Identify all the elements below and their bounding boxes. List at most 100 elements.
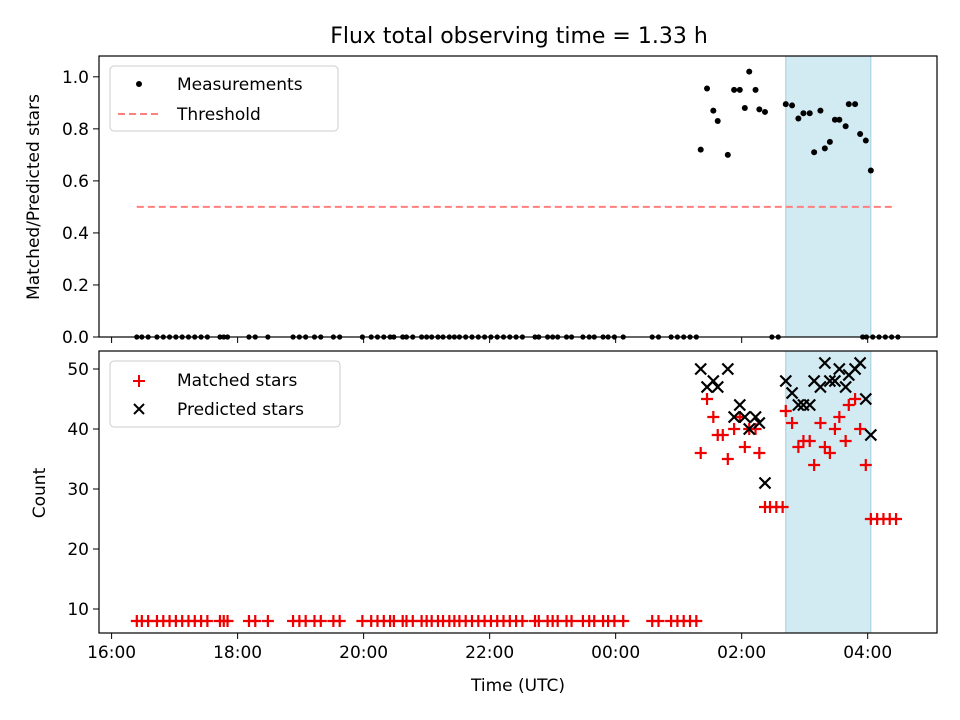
measurement-point bbox=[795, 115, 802, 122]
predicted-star-point bbox=[828, 374, 842, 388]
x-tick-label: 16:00 bbox=[87, 643, 136, 663]
legend-matched-label: Matched stars bbox=[177, 371, 297, 391]
predicted-star-point bbox=[792, 398, 805, 412]
bottom-y-tick-label: 40 bbox=[67, 420, 89, 440]
matched-star-point bbox=[842, 399, 855, 411]
matched-star-point bbox=[694, 447, 707, 459]
matched-star-point bbox=[565, 615, 578, 627]
measurement-point bbox=[741, 105, 748, 112]
top-y-tick-label: 0.6 bbox=[62, 172, 89, 192]
measurement-point bbox=[857, 131, 864, 138]
predicted-star-point bbox=[758, 476, 772, 490]
matched-star-point bbox=[652, 615, 665, 627]
predicted-star-point bbox=[721, 362, 735, 376]
measurement-point bbox=[831, 116, 838, 123]
matched-star-point bbox=[803, 435, 816, 447]
measurement-point bbox=[752, 86, 759, 93]
matched-star-point bbox=[221, 615, 234, 627]
top-y-axis-label: Matched/Predicted stars bbox=[24, 94, 44, 300]
predicted-star-point bbox=[738, 410, 752, 424]
top-y-tick-label: 0.0 bbox=[62, 328, 89, 348]
measurement-point bbox=[800, 110, 807, 117]
matched-star-point bbox=[823, 447, 836, 459]
measurement-point bbox=[836, 116, 843, 123]
matched-star-point bbox=[808, 459, 821, 471]
matched-star-point bbox=[839, 435, 852, 447]
bottom-plot-frame bbox=[98, 350, 938, 634]
bottom-y-tick-label: 20 bbox=[67, 540, 89, 560]
matched-star-point bbox=[716, 429, 729, 441]
predicted-star-point bbox=[742, 422, 756, 436]
measurement-point bbox=[862, 137, 869, 144]
matched-star-point bbox=[814, 417, 827, 429]
matched-star-point bbox=[516, 615, 529, 627]
predicted-star-point bbox=[779, 374, 793, 388]
top-plot-frame bbox=[98, 55, 938, 338]
measurement-point bbox=[821, 145, 828, 152]
measurement-point bbox=[867, 167, 874, 174]
measurement-point bbox=[806, 110, 813, 117]
measurement-point bbox=[724, 151, 731, 158]
predicted-star-point bbox=[727, 410, 741, 424]
bottom-y-tick-label: 10 bbox=[67, 600, 89, 620]
matched-star-point bbox=[849, 393, 862, 405]
bottom-highlight-band bbox=[785, 350, 872, 634]
predicted-star-point bbox=[818, 356, 832, 370]
matched-star-point bbox=[314, 615, 327, 627]
matched-star-point bbox=[828, 423, 841, 435]
matched-star-point bbox=[833, 411, 846, 423]
predicted-star-point bbox=[753, 416, 766, 430]
matched-star-point bbox=[738, 441, 751, 453]
matched-star-point bbox=[753, 447, 766, 459]
predicted-star-point bbox=[853, 356, 867, 370]
measurement-point bbox=[817, 107, 824, 114]
bottom-y-tick-label: 30 bbox=[67, 480, 89, 500]
predicted-star-point bbox=[711, 380, 725, 394]
chart-title: Flux total observing time = 1.33 h bbox=[330, 24, 708, 49]
matched-star-point bbox=[721, 453, 734, 465]
x-tick-label: 02:00 bbox=[717, 643, 766, 663]
x-tick-label: 04:00 bbox=[843, 643, 892, 663]
x-tick-label: 20:00 bbox=[339, 643, 388, 663]
legend-predicted-marker bbox=[133, 403, 145, 415]
matched-star-point bbox=[261, 615, 274, 627]
matched-star-point bbox=[701, 393, 714, 405]
predicted-star-point bbox=[859, 392, 873, 406]
top-y-tick-label: 0.2 bbox=[62, 276, 89, 296]
measurement-point bbox=[761, 108, 768, 115]
measurement-point bbox=[756, 106, 763, 113]
matched-star-point bbox=[779, 405, 792, 417]
matched-star-point bbox=[333, 615, 346, 627]
matched-star-point bbox=[690, 615, 703, 627]
matched-star-point bbox=[617, 615, 630, 627]
top-y-tick-label: 1.0 bbox=[62, 68, 89, 88]
x-tick-label: 00:00 bbox=[591, 643, 640, 663]
legend-predicted-label: Predicted stars bbox=[177, 400, 304, 420]
matched-star-point bbox=[859, 459, 872, 471]
measurement-point bbox=[789, 102, 796, 109]
x-tick-label: 18:00 bbox=[213, 643, 262, 663]
matched-star-point bbox=[707, 411, 720, 423]
top-highlight-band bbox=[785, 55, 872, 338]
predicted-star-point bbox=[694, 362, 707, 376]
predicted-star-point bbox=[839, 380, 852, 394]
matched-star-point bbox=[776, 501, 789, 513]
predicted-star-point bbox=[814, 380, 827, 394]
predicted-star-point bbox=[749, 410, 762, 424]
matched-star-point bbox=[890, 513, 903, 525]
bottom-y-axis-label: Count bbox=[30, 467, 50, 518]
measurement-point bbox=[714, 118, 721, 125]
predicted-star-point bbox=[823, 374, 837, 388]
measurement-point bbox=[811, 149, 818, 156]
measurement-point bbox=[736, 86, 743, 93]
predicted-star-point bbox=[733, 398, 747, 412]
measurement-point bbox=[845, 101, 852, 108]
x-axis-label: Time (UTC) bbox=[470, 676, 565, 696]
top-y-tick-label: 0.8 bbox=[62, 120, 89, 140]
x-tick-label: 22:00 bbox=[465, 643, 514, 663]
measurement-point bbox=[704, 85, 711, 92]
bottom-plot: 10 20 30 40 50 16:00 18:00 20:00 22:00 00:00 02:00… bbox=[67, 350, 938, 663]
matched-star-point bbox=[728, 423, 741, 435]
measurement-point bbox=[826, 138, 833, 145]
